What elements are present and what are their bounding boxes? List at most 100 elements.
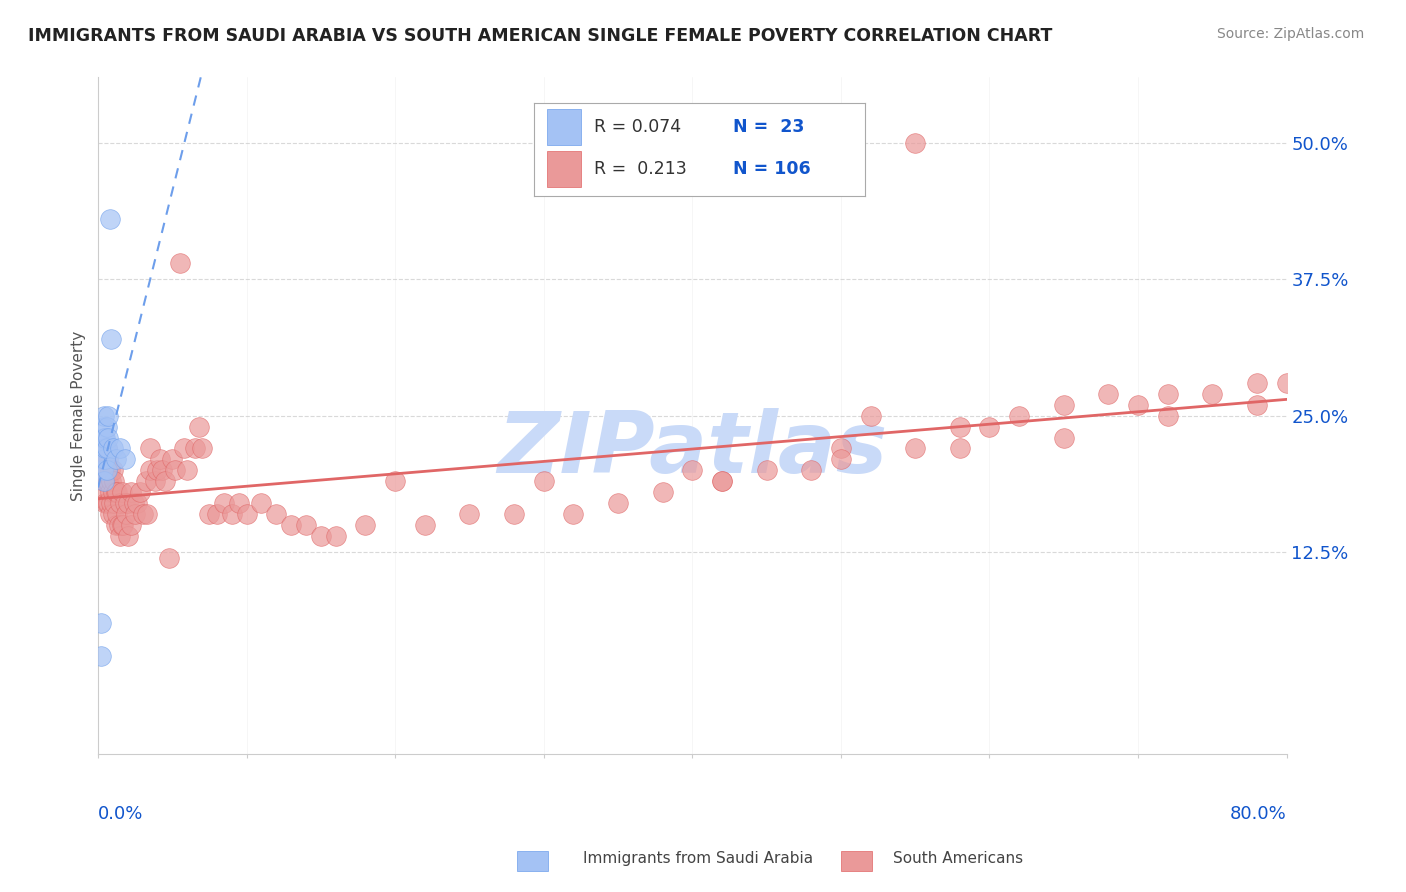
Bar (547, 152, 581, 187)
Point (146, 463, 169, 477)
Point (100, 332, 122, 346)
Point (607, 496, 630, 510)
Point (98, 463, 121, 477)
Point (1097, 387, 1119, 401)
Point (562, 507, 585, 521)
Point (191, 442, 214, 456)
Point (125, 496, 148, 510)
Point (93, 452, 115, 467)
Point (755, 463, 778, 477)
Point (173, 442, 195, 456)
Point (93, 485, 115, 500)
Point (949, 442, 972, 456)
Point (93, 431, 115, 445)
Point (128, 485, 150, 500)
Point (533, 474, 555, 488)
Point (94, 496, 117, 510)
Point (110, 442, 132, 456)
Point (104, 485, 127, 500)
Point (93, 474, 115, 488)
Point (1201, 387, 1223, 401)
Point (101, 507, 124, 521)
Point (1126, 398, 1149, 412)
Point (120, 517, 142, 532)
Point (800, 463, 823, 477)
Point (228, 496, 250, 510)
Point (1157, 409, 1180, 423)
Point (111, 485, 134, 500)
Point (96, 463, 118, 477)
Point (651, 485, 673, 500)
Point (91, 442, 114, 456)
Point (91, 463, 114, 477)
Point (131, 507, 153, 521)
Point (503, 507, 526, 521)
Point (111, 517, 134, 532)
Point (93, 463, 115, 477)
Point (149, 452, 172, 467)
Point (1053, 431, 1076, 445)
Point (280, 517, 302, 532)
Point (101, 442, 124, 456)
Point (94, 474, 117, 488)
Point (97, 431, 120, 445)
Point (135, 474, 157, 488)
Point (91, 474, 114, 488)
Point (117, 529, 139, 543)
Point (150, 463, 173, 477)
Point (110, 496, 132, 510)
Point (384, 474, 406, 488)
Point (904, 136, 927, 150)
Point (97, 409, 120, 423)
Point (110, 529, 132, 543)
Point (176, 463, 198, 477)
Text: ZIPatlas: ZIPatlas (498, 408, 887, 491)
Point (105, 485, 128, 500)
Point (295, 517, 318, 532)
Point (1275, 376, 1298, 390)
Point (266, 507, 288, 521)
Point (830, 452, 852, 467)
Point (1246, 376, 1268, 390)
Point (97, 474, 120, 488)
Point (90, 615, 112, 630)
Point (458, 507, 481, 521)
Point (101, 485, 124, 500)
Point (214, 496, 236, 510)
Point (100, 496, 122, 510)
Text: IMMIGRANTS FROM SAUDI ARABIA VS SOUTH AMERICAN SINGLE FEMALE POVERTY CORRELATION: IMMIGRANTS FROM SAUDI ARABIA VS SOUTH AM… (28, 27, 1053, 45)
Point (115, 507, 138, 521)
Point (183, 442, 205, 456)
Point (108, 517, 131, 532)
Point (979, 419, 1001, 434)
Point (165, 463, 187, 477)
Point (309, 529, 332, 543)
Point (235, 507, 257, 521)
Point (97, 496, 120, 510)
Point (354, 517, 377, 532)
Point (90, 648, 112, 663)
Point (104, 452, 127, 467)
Text: R = 0.074: R = 0.074 (593, 118, 681, 136)
Y-axis label: Single Female Poverty: Single Female Poverty (72, 331, 86, 500)
Point (120, 485, 142, 500)
Point (198, 507, 221, 521)
Point (681, 463, 703, 477)
Text: R =  0.213: R = 0.213 (593, 160, 686, 178)
Point (96, 496, 118, 510)
Point (711, 474, 734, 488)
Point (188, 419, 211, 434)
Point (96, 474, 118, 488)
Point (98, 507, 121, 521)
Point (143, 474, 166, 488)
Point (1246, 398, 1268, 412)
Text: South Americans: South Americans (893, 851, 1024, 865)
Point (98, 212, 121, 227)
Point (91, 419, 114, 434)
Point (103, 496, 125, 510)
Point (124, 507, 146, 521)
Point (1008, 409, 1031, 423)
Text: Immigrants from Saudi Arabia: Immigrants from Saudi Arabia (583, 851, 814, 865)
Point (97, 452, 120, 467)
Point (112, 517, 135, 532)
